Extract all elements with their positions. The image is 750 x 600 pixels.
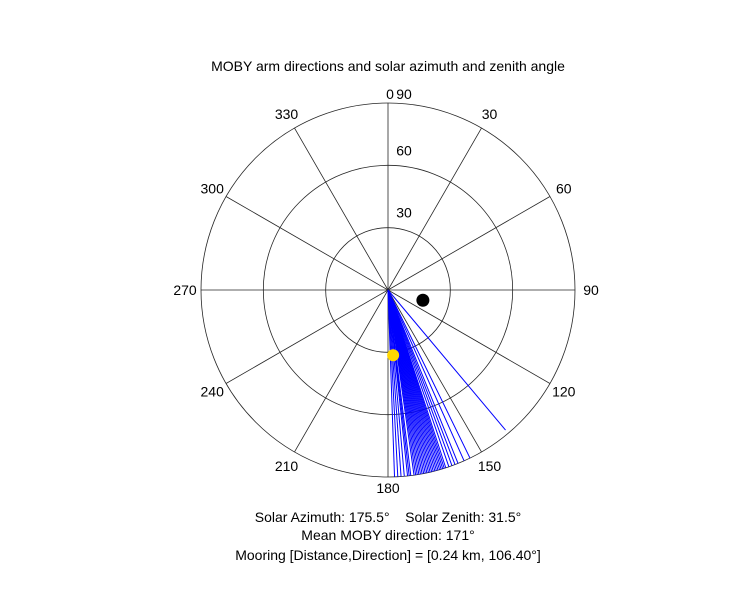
angular-tick-label: 60 (556, 181, 572, 197)
moby-arm-direction-line (387, 289, 396, 477)
solar-position-marker (387, 349, 400, 362)
radial-tick-label: 90 (396, 86, 412, 102)
mooring-caption: Mooring [Distance,Direction] = [0.24 km,… (235, 547, 541, 563)
series-layer (387, 289, 506, 477)
angular-tick-label: 0 (386, 86, 394, 102)
moby-arm-direction-line (387, 289, 399, 477)
radial-tick-label: 30 (396, 205, 412, 221)
angular-tick-label: 300 (201, 181, 225, 197)
moby-arm-direction-line (387, 289, 465, 462)
angular-gridline (225, 289, 389, 384)
chart-title: MOBY arm directions and solar azimuth an… (211, 58, 565, 74)
radial-tick-label: 60 (396, 142, 412, 158)
mooring-marker (416, 293, 430, 307)
angular-tick-label: 240 (201, 384, 225, 400)
moby-direction-caption: Mean MOBY direction: 171° (301, 527, 474, 543)
angular-gridline (387, 289, 551, 384)
moby-arm-direction-line (387, 289, 450, 467)
radial-gridline (200, 102, 576, 478)
angular-gridline (225, 196, 389, 291)
moby-arm-direction-line (387, 289, 471, 459)
angular-tick-label: 330 (275, 106, 299, 122)
radial-gridline (262, 164, 514, 416)
angular-tick-label: 210 (275, 458, 299, 474)
angular-gridline (387, 289, 482, 453)
moby-arm-direction-line (387, 289, 506, 431)
tick-labels: 0 30 60 90 120 150 180 210 240 270 300 330 30 60 90 (173, 86, 599, 496)
angular-tick-label: 180 (376, 480, 400, 496)
polar-grid (200, 102, 576, 478)
angular-tick-label: 120 (552, 384, 576, 400)
moby-arm-direction-line (387, 289, 456, 465)
moby-arm-direction-line (387, 289, 402, 477)
angular-tick-label: 150 (478, 458, 502, 474)
angular-tick-label: 30 (482, 106, 498, 122)
angular-gridline (294, 289, 389, 453)
moby-arm-direction-line (387, 289, 409, 477)
moby-arm-direction-line (387, 289, 415, 476)
solar-caption: Solar Azimuth: 175.5° Solar Zenith: 31.5… (255, 509, 521, 525)
moby-arm-direction-line (387, 289, 405, 477)
angular-gridline (387, 196, 551, 291)
angular-tick-label: 90 (583, 282, 599, 298)
moby-arm-direction-line (387, 289, 453, 466)
moby-arm-direction-line (387, 289, 459, 464)
angular-gridline (294, 127, 389, 291)
angular-tick-label: 270 (173, 282, 197, 298)
angular-gridline (387, 127, 482, 291)
